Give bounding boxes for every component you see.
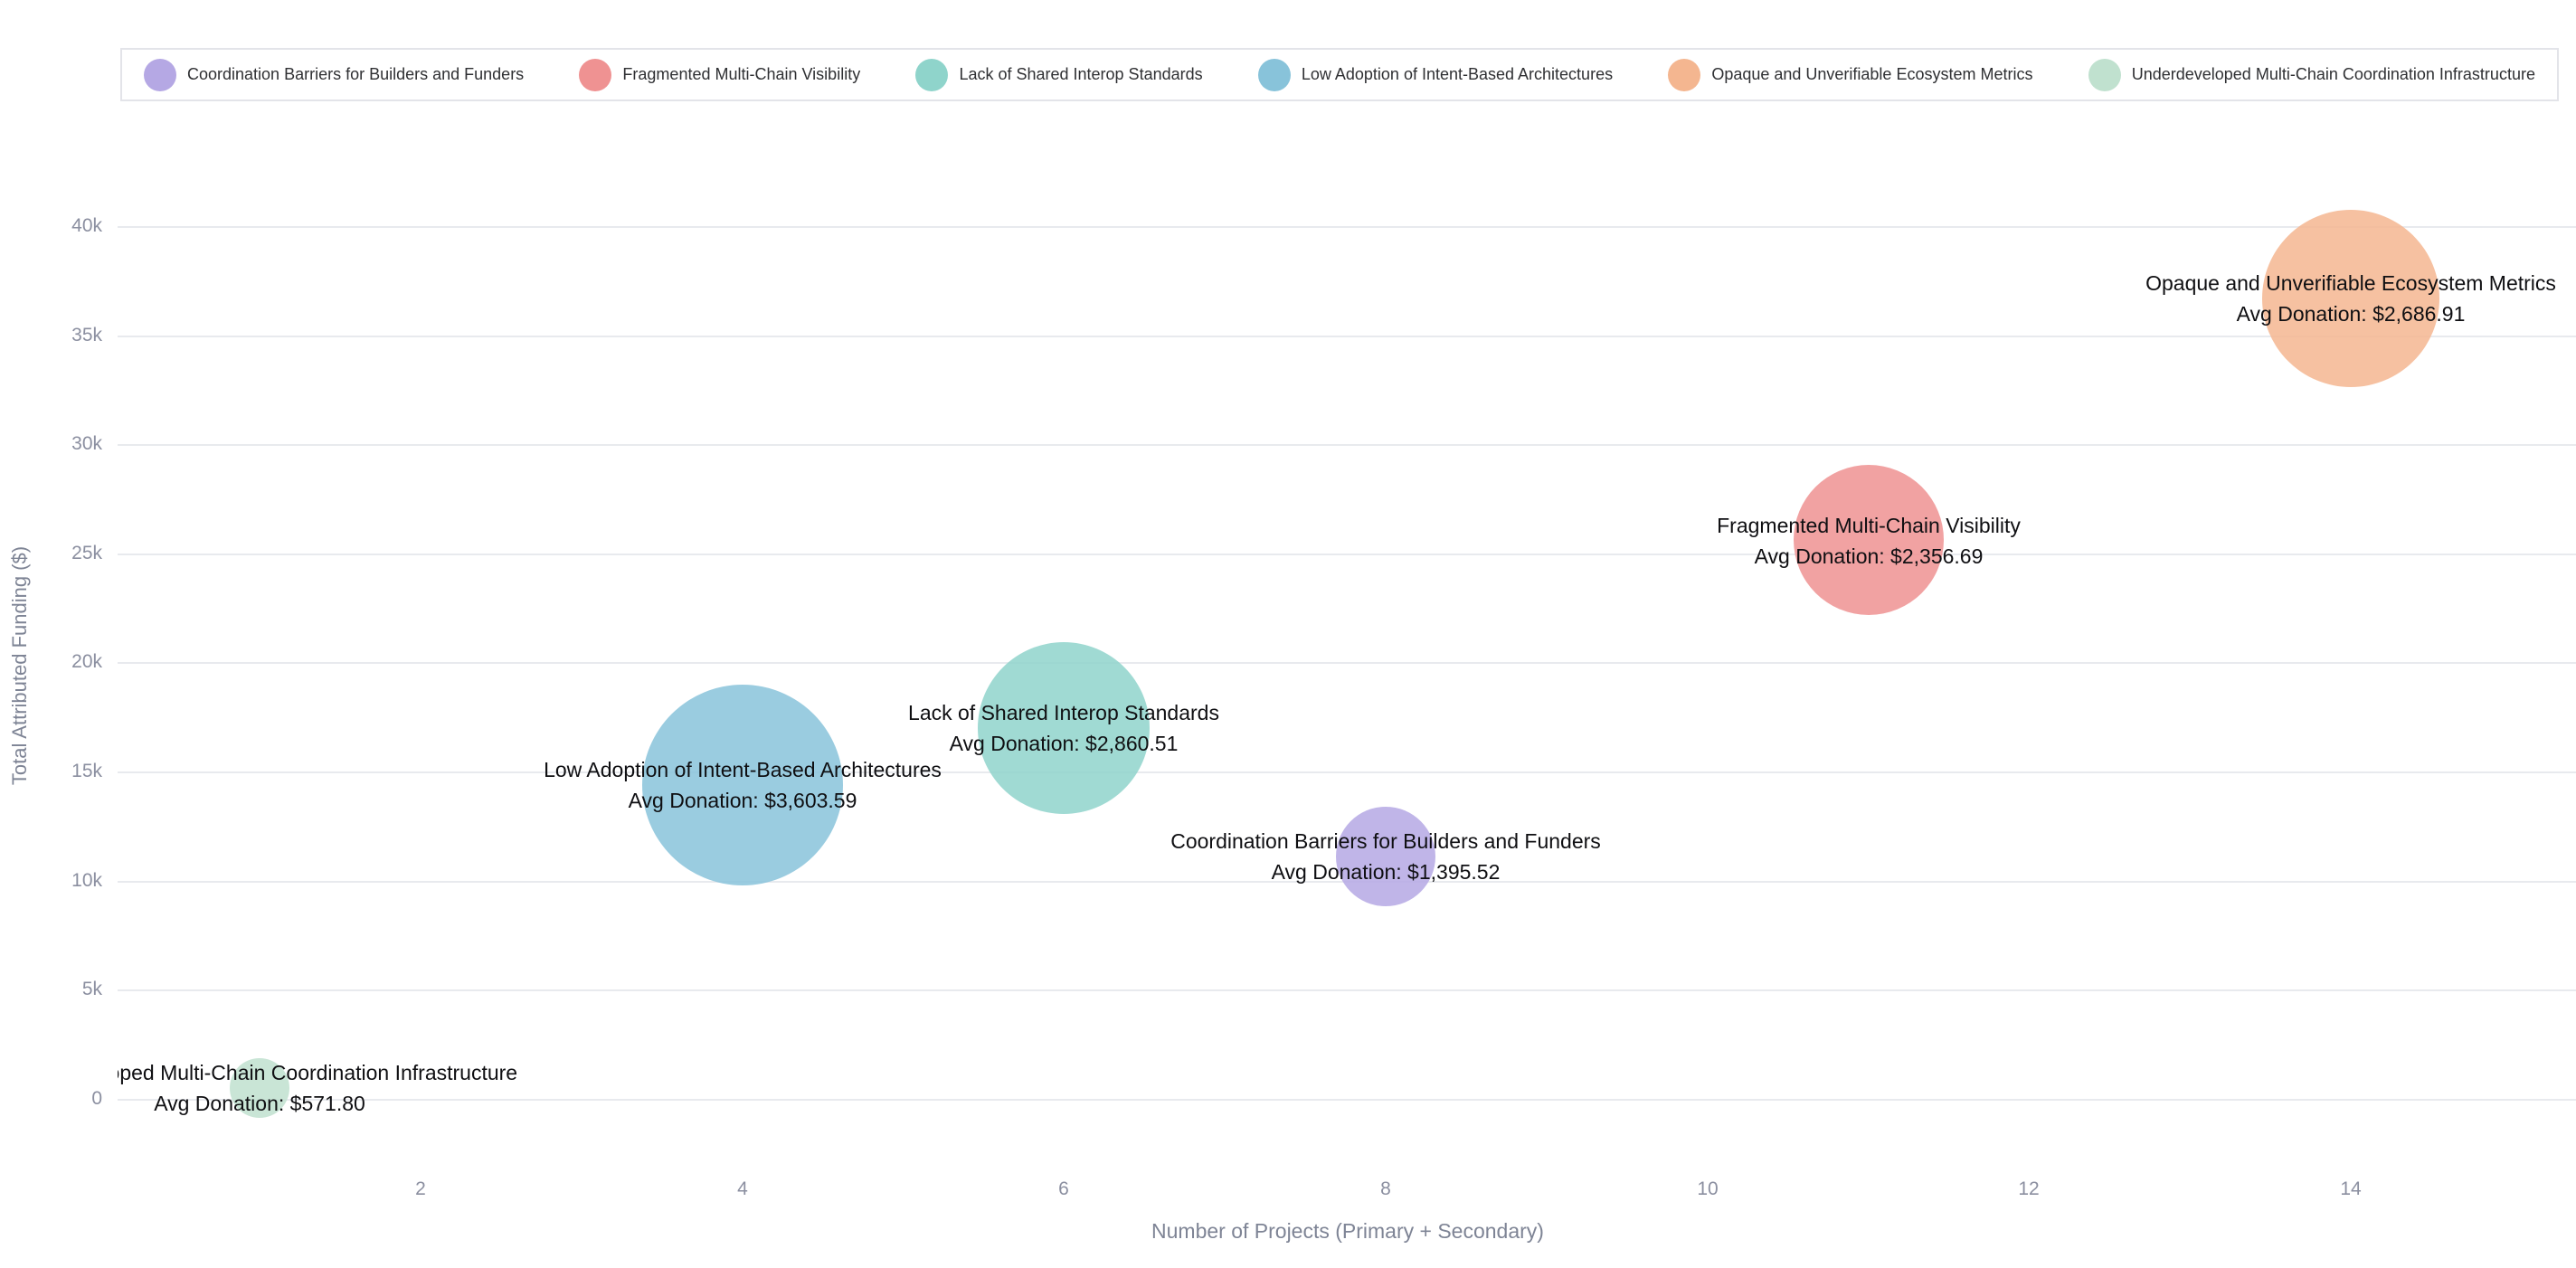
bubble-opaque-unverifiable-metrics[interactable] xyxy=(2262,210,2439,387)
legend-item-label: Coordination Barriers for Builders and F… xyxy=(187,65,525,83)
bubble-label-coordination-barriers: Coordination Barriers for Builders and F… xyxy=(1170,826,1601,887)
plot-area: Opaque and Unverifiable Ecosystem Metric… xyxy=(118,127,2576,1135)
bubble-coordination-barriers[interactable] xyxy=(1336,807,1435,906)
legend: Coordination Barriers for Builders and F… xyxy=(120,48,2559,101)
bubble-avg-donation: Avg Donation: $3,603.59 xyxy=(628,789,857,812)
x-tick-label: 10 xyxy=(1697,1178,1719,1199)
legend-swatch-icon xyxy=(1668,58,1701,91)
legend-item-label: Opaque and Unverifiable Ecosystem Metric… xyxy=(1711,65,2033,83)
legend-item-label: Lack of Shared Interop Standards xyxy=(959,65,1203,83)
x-tick-label: 6 xyxy=(1058,1178,1069,1199)
x-tick-label: 2 xyxy=(415,1178,426,1199)
y-tick-label: 0 xyxy=(91,1088,102,1109)
bubble-title: Fragmented Multi-Chain Visibility xyxy=(1717,514,2021,537)
legend-swatch-icon xyxy=(2088,58,2121,91)
x-axis-title: Number of Projects (Primary + Secondary) xyxy=(1151,1219,1544,1243)
gridline-0 xyxy=(118,1099,2576,1101)
gridline-30k xyxy=(118,444,2576,446)
legend-item-underdeveloped-infrastructure[interactable]: Underdeveloped Multi-Chain Coordination … xyxy=(2088,58,2535,91)
legend-item-interop-standards[interactable]: Lack of Shared Interop Standards xyxy=(915,58,1203,91)
bubble-title: Lack of Shared Interop Standards xyxy=(908,701,1219,724)
bubble-label-underdeveloped-infrastructure: Underdeveloped Multi-Chain Coordination … xyxy=(118,1057,517,1119)
legend-item-coordination-barriers[interactable]: Coordination Barriers for Builders and F… xyxy=(144,58,525,91)
gridline-35k xyxy=(118,336,2576,337)
y-tick-label: 25k xyxy=(71,543,102,563)
x-tick-label: 12 xyxy=(2018,1178,2040,1199)
legend-swatch-icon xyxy=(144,58,176,91)
y-tick-label: 15k xyxy=(71,761,102,781)
y-tick-label: 5k xyxy=(81,979,102,999)
legend-swatch-icon xyxy=(579,58,612,91)
legend-item-label: Fragmented Multi-Chain Visibility xyxy=(622,65,861,83)
bubble-label-fragmented-multichain-visibility: Fragmented Multi-Chain Visibility Avg Do… xyxy=(1717,510,2021,572)
bubble-label-lack-shared-interop-standards: Lack of Shared Interop Standards Avg Don… xyxy=(908,697,1219,759)
y-tick-label: 10k xyxy=(71,870,102,891)
gridline-15k xyxy=(118,771,2576,773)
legend-item-label: Low Adoption of Intent-Based Architectur… xyxy=(1301,65,1614,83)
bubble-label-low-adoption-intent-architectures: Low Adoption of Intent-Based Architectur… xyxy=(544,754,942,816)
gridline-20k xyxy=(118,662,2576,664)
legend-item-label: Underdeveloped Multi-Chain Coordination … xyxy=(2131,65,2535,83)
bubble-fragmented-multichain-visibility[interactable] xyxy=(1794,465,1944,615)
gridline-5k xyxy=(118,989,2576,991)
bubble-title: Coordination Barriers for Builders and F… xyxy=(1170,829,1601,853)
bubble-avg-donation: Avg Donation: $2,860.51 xyxy=(949,732,1179,755)
bubble-label-opaque-unverifiable-metrics: Opaque and Unverifiable Ecosystem Metric… xyxy=(2145,268,2556,329)
bubble-avg-donation: Avg Donation: $2,356.69 xyxy=(1754,544,1984,568)
bubble-low-adoption-intent-architectures[interactable] xyxy=(642,685,843,885)
x-tick-label: 4 xyxy=(737,1178,748,1199)
bubble-title: Low Adoption of Intent-Based Architectur… xyxy=(544,758,942,781)
bubble-avg-donation: Avg Donation: $1,395.52 xyxy=(1271,860,1501,884)
bubble-underdeveloped-infrastructure[interactable] xyxy=(230,1058,289,1118)
bubble-title: Opaque and Unverifiable Ecosystem Metric… xyxy=(2145,271,2556,295)
legend-item-fragmented-visibility[interactable]: Fragmented Multi-Chain Visibility xyxy=(579,58,861,91)
bubble-title: Underdeveloped Multi-Chain Coordination … xyxy=(118,1061,518,1084)
y-tick-label: 20k xyxy=(71,651,102,672)
y-tick-label: 35k xyxy=(71,325,102,345)
bubble-avg-donation: Avg Donation: $571.80 xyxy=(154,1092,365,1115)
legend-item-opaque-metrics[interactable]: Opaque and Unverifiable Ecosystem Metric… xyxy=(1668,58,2033,91)
x-tick-label: 8 xyxy=(1380,1178,1391,1199)
gridline-40k xyxy=(118,226,2576,228)
bubble-avg-donation: Avg Donation: $2,686.91 xyxy=(2236,302,2466,326)
legend-swatch-icon xyxy=(1257,58,1291,91)
x-tick-label: 14 xyxy=(2340,1178,2362,1199)
y-tick-label: 30k xyxy=(71,433,102,454)
legend-item-intent-architectures[interactable]: Low Adoption of Intent-Based Architectur… xyxy=(1257,58,1614,91)
bubble-lack-shared-interop-standards[interactable] xyxy=(978,642,1150,814)
gridline-25k xyxy=(118,554,2576,555)
legend-swatch-icon xyxy=(915,58,949,91)
y-tick-label: 40k xyxy=(71,215,102,236)
